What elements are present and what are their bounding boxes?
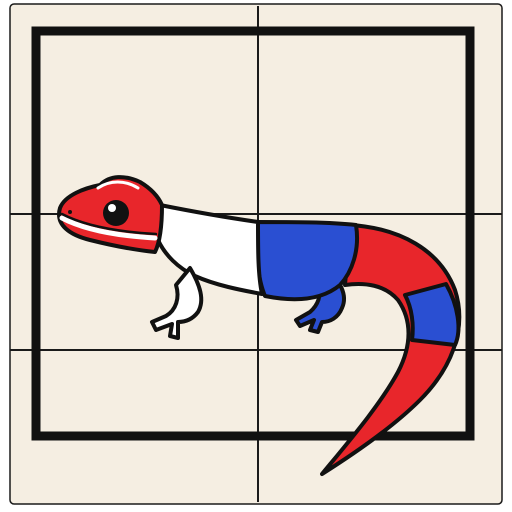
lizard-body-white xyxy=(156,203,264,296)
lizard-eye xyxy=(103,200,129,226)
square-frame xyxy=(31,26,475,441)
lizard-eye-highlight xyxy=(108,204,116,212)
lizard-front-leg xyxy=(150,266,204,340)
lizard-mouth xyxy=(59,215,158,241)
lizard-icon xyxy=(57,175,462,476)
lizard-brow xyxy=(96,180,140,190)
lizard-nostril xyxy=(68,210,72,214)
lizard-tail-blue-band xyxy=(403,282,461,347)
lizard-mouth-outline xyxy=(60,212,158,236)
lizard-tail xyxy=(320,223,462,476)
